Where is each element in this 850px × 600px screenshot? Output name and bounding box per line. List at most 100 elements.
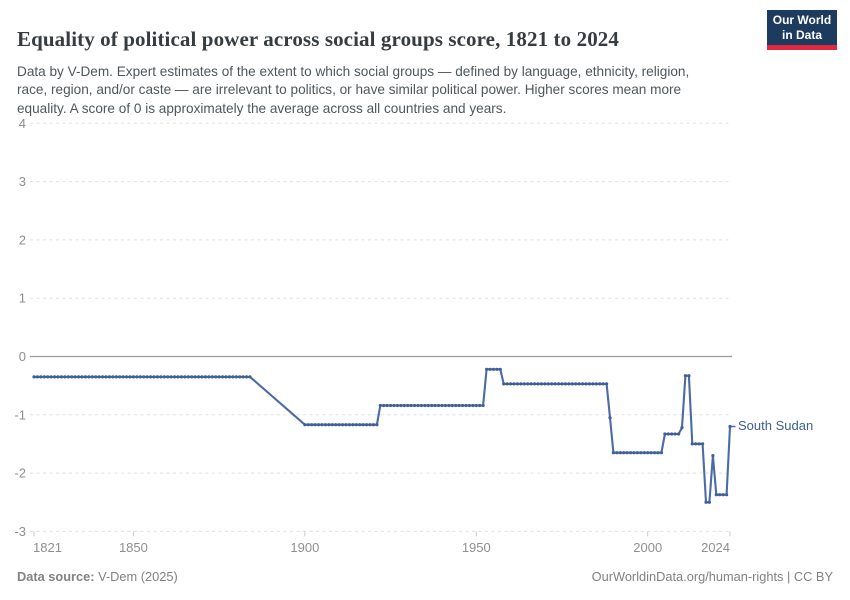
- data-point-1911: [341, 423, 345, 427]
- data-point-1842: [104, 375, 108, 379]
- data-point-1999: [642, 451, 646, 455]
- data-point-1831: [66, 375, 70, 379]
- data-point-1847: [121, 375, 125, 379]
- data-point-1872: [207, 375, 211, 379]
- data-point-1947: [464, 403, 468, 408]
- data-point-1938: [433, 403, 437, 408]
- data-point-2016: [701, 442, 705, 446]
- data-point-1927: [395, 403, 399, 408]
- y-tick-label-0: 0: [19, 349, 26, 364]
- data-point-1874: [214, 375, 218, 379]
- data-point-1992: [618, 451, 622, 455]
- data-point-1973: [553, 382, 557, 386]
- data-point-1864: [179, 375, 183, 379]
- owid-logo[interactable]: Our World in Data: [767, 10, 837, 50]
- data-point-1991: [615, 451, 619, 455]
- page-title: Equality of political power across socia…: [17, 27, 619, 52]
- data-point-1922: [378, 403, 382, 408]
- series-south-sudan[interactable]: [32, 367, 736, 504]
- data-point-1964: [522, 382, 526, 386]
- owid-logo-text: Our World in Data: [773, 13, 831, 43]
- data-source-label: Data source:: [17, 569, 95, 584]
- x-tick-label-2000: 2000: [633, 540, 662, 555]
- data-point-1944: [454, 403, 458, 408]
- data-point-1876: [221, 375, 225, 379]
- data-point-1926: [392, 403, 396, 408]
- data-point-1837: [87, 375, 91, 379]
- data-point-1969: [539, 382, 544, 386]
- series-entity-label[interactable]: South Sudan: [738, 418, 814, 434]
- data-point-1983: [587, 382, 592, 386]
- data-point-1858: [159, 375, 163, 379]
- data-source-value: V-Dem (2025): [94, 569, 178, 584]
- logo-line-2: in Data: [781, 27, 822, 42]
- data-point-2010: [680, 426, 684, 430]
- data-point-1923: [382, 403, 386, 408]
- data-point-1966: [529, 382, 533, 386]
- data-point-1836: [83, 375, 87, 379]
- data-point-1829: [59, 375, 64, 379]
- data-point-1855: [149, 375, 153, 379]
- data-point-2002: [653, 451, 657, 455]
- data-point-1915: [354, 423, 358, 427]
- data-point-1949: [471, 403, 475, 408]
- credit-note: OurWorldinData.org/human-rights | CC BY: [592, 569, 833, 584]
- logo-line-1: Our World: [772, 12, 832, 27]
- data-point-2001: [649, 451, 653, 455]
- data-point-2007: [670, 432, 674, 436]
- data-point-1914: [351, 423, 355, 427]
- data-point-1881: [238, 375, 242, 379]
- data-point-1856: [152, 375, 156, 379]
- data-point-2005: [663, 432, 667, 436]
- data-point-1860: [166, 375, 170, 379]
- data-point-1956: [495, 367, 499, 371]
- data-point-1908: [330, 423, 334, 427]
- data-point-1958: [502, 382, 506, 386]
- data-point-1939: [437, 403, 441, 408]
- data-point-1954: [488, 367, 492, 371]
- x-tick-label-1821: 1821: [33, 540, 62, 555]
- data-point-1839: [94, 375, 98, 379]
- credit-link[interactable]: OurWorldinData.org/human-rights: [591, 569, 784, 584]
- data-point-1840: [97, 375, 101, 379]
- data-point-1845: [114, 375, 118, 379]
- data-point-1843: [107, 375, 111, 379]
- data-point-1834: [77, 375, 81, 379]
- y-tick-label--2: -2: [14, 466, 26, 481]
- data-point-1924: [385, 403, 389, 408]
- data-point-1941: [443, 403, 447, 408]
- data-point-1962: [515, 382, 520, 386]
- data-point-1931: [409, 403, 413, 408]
- data-point-1906: [323, 423, 327, 427]
- data-point-1884: [248, 375, 252, 379]
- data-point-1972: [550, 382, 554, 386]
- data-point-1883: [245, 375, 249, 379]
- data-point-1917: [361, 423, 365, 427]
- chart-subtitle: Data by V-Dem. Expert estimates of the e…: [17, 63, 690, 116]
- data-point-1878: [227, 375, 231, 379]
- y-tick-label--1: -1: [14, 407, 26, 422]
- x-tick-label-1950: 1950: [462, 540, 491, 555]
- data-point-1948: [467, 403, 471, 408]
- data-point-1912: [344, 423, 348, 427]
- data-point-1985: [594, 382, 598, 386]
- series-line: [32, 368, 732, 504]
- data-point-1905: [320, 423, 324, 427]
- data-point-1918: [365, 423, 369, 427]
- data-point-1945: [457, 403, 461, 408]
- data-point-1932: [413, 403, 417, 408]
- data-point-1928: [399, 403, 403, 408]
- data-point-1868: [193, 375, 197, 379]
- data-point-1826: [49, 375, 53, 379]
- data-point-1946: [461, 403, 465, 408]
- data-point-1961: [512, 382, 516, 386]
- data-point-2015: [697, 442, 701, 446]
- data-point-1833: [73, 375, 77, 379]
- data-point-1828: [56, 375, 60, 379]
- data-point-1861: [169, 375, 173, 379]
- data-point-1933: [416, 403, 420, 408]
- data-point-1900: [303, 423, 307, 427]
- data-point-1850: [131, 375, 135, 379]
